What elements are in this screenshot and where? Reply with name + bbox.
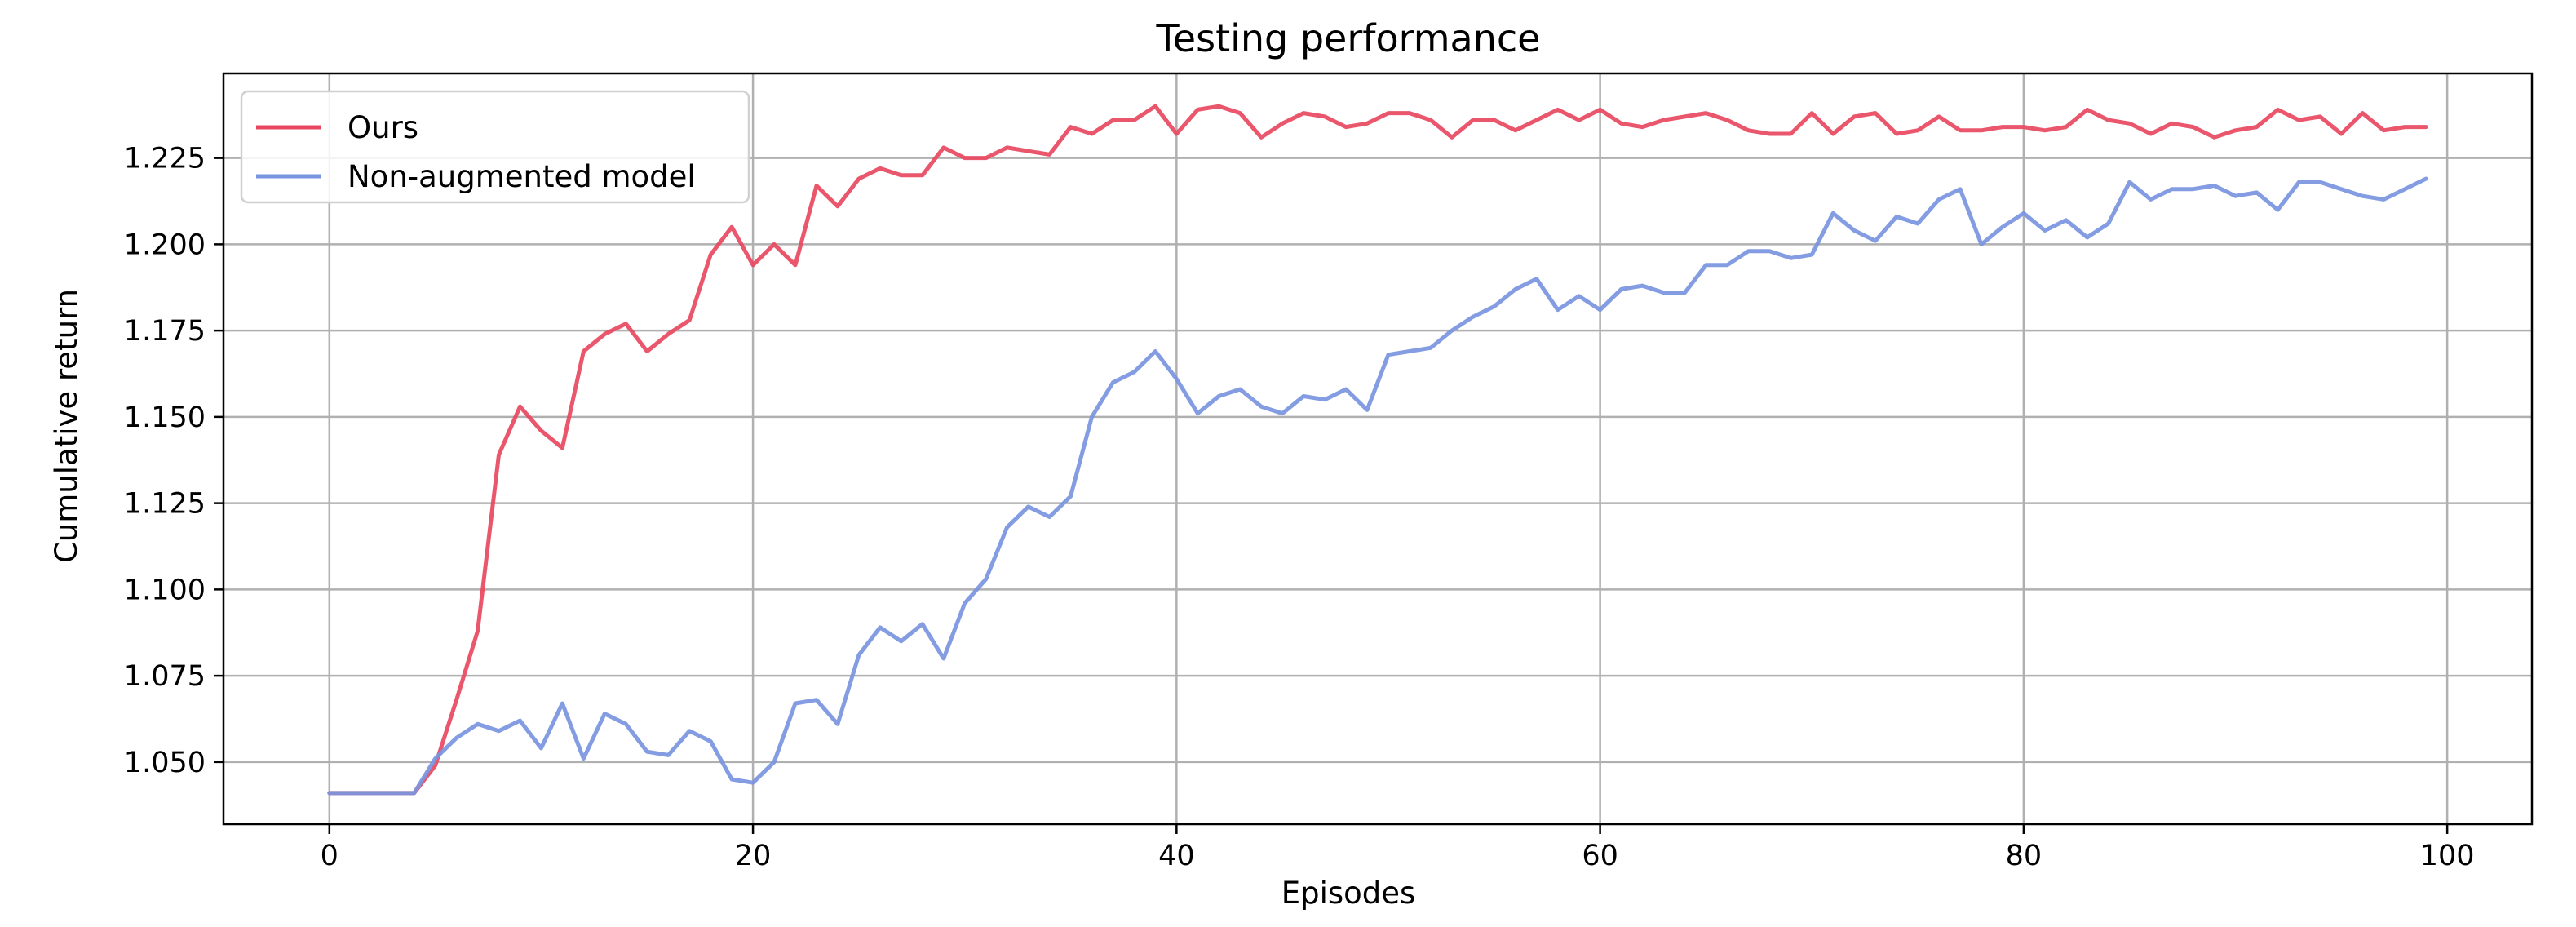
y-tick-label: 1.175 bbox=[124, 315, 206, 348]
legend: Ours Non-augmented model bbox=[240, 90, 750, 204]
x-axis-label: Episodes bbox=[1281, 876, 1416, 911]
y-tick-label: 1.100 bbox=[124, 574, 206, 606]
x-axis-ticks: 0 20 40 60 80 100 bbox=[321, 824, 2475, 872]
y-tick-label: 1.200 bbox=[124, 228, 206, 261]
legend-label: Ours bbox=[347, 110, 418, 145]
x-tick-label: 100 bbox=[2420, 840, 2475, 872]
y-axis-label: Cumulative return bbox=[49, 289, 84, 563]
y-tick-label: 1.125 bbox=[124, 488, 206, 521]
y-tick-label: 1.075 bbox=[124, 660, 206, 693]
legend-box bbox=[240, 90, 750, 204]
y-tick-label: 1.050 bbox=[124, 747, 206, 779]
x-tick-label: 0 bbox=[321, 840, 339, 872]
x-tick-label: 20 bbox=[735, 840, 772, 872]
y-tick-label: 1.150 bbox=[124, 401, 206, 434]
series-line-non-augmented-model bbox=[327, 176, 2428, 796]
y-tick-label: 1.225 bbox=[124, 143, 206, 175]
grid bbox=[224, 73, 2532, 824]
x-tick-label: 80 bbox=[2006, 840, 2043, 872]
x-tick-label: 60 bbox=[1582, 840, 1618, 872]
x-tick-label: 40 bbox=[1158, 840, 1195, 872]
y-axis-ticks: 1.050 1.075 1.100 1.125 1.150 1.175 1.200 1.225 bbox=[124, 143, 224, 779]
chart-title: Testing performance bbox=[1156, 16, 1541, 60]
series-lines bbox=[327, 104, 2428, 796]
plot-frame bbox=[222, 72, 2534, 826]
series-line-ours bbox=[327, 104, 2428, 796]
legend-label: Non-augmented model bbox=[347, 159, 696, 194]
